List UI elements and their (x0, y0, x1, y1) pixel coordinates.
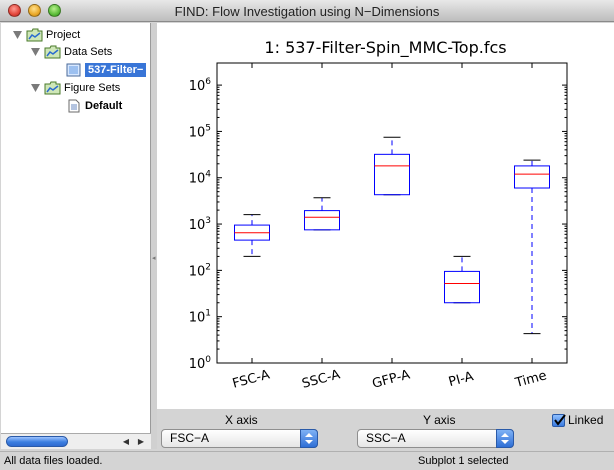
tree-horizontal-scrollbar[interactable]: ◀ ▶ (1, 433, 151, 449)
splitter-grip-icon[interactable]: ◂ (152, 255, 156, 262)
tree-label-data-file: 537-Filter− (85, 63, 147, 77)
tree-label-project: Project (46, 29, 81, 41)
tree-item-project[interactable]: Project (13, 27, 80, 43)
tree-label-figure-sets: Figure Sets (64, 82, 121, 94)
status-bar: All data files loaded. Subplot 1 selecte… (0, 451, 614, 470)
figure-sets-folder-icon (44, 81, 61, 95)
y-axis-select[interactable]: SSC−A (357, 429, 514, 448)
scrollbar-thumb[interactable] (6, 436, 68, 447)
tree-item-figure-sets[interactable]: Figure Sets (31, 80, 120, 96)
linked-checkbox-control[interactable]: Linked (552, 413, 603, 427)
y-axis-label: Y axis (423, 413, 456, 427)
data-file-icon (65, 63, 82, 77)
tree-item-default[interactable]: Default (65, 98, 122, 114)
project-folder-icon (26, 28, 43, 42)
y-tick-label: 104 (189, 170, 212, 187)
plot-frame (216, 62, 568, 364)
status-message: All data files loaded. (4, 455, 103, 467)
y-tick-label: 106 (189, 77, 212, 94)
y-axis-select-value: SSC−A (366, 431, 406, 445)
close-window-button[interactable] (8, 4, 21, 17)
tree-label-default: Default (85, 100, 123, 112)
x-axis-select-value: FSC−A (170, 431, 210, 445)
x-tick-label: SSC-A (300, 367, 342, 392)
y-tick-label: 100 (189, 355, 212, 372)
x-axis-label: X axis (225, 413, 258, 427)
project-tree[interactable]: Project Data Sets 537-Filter− Figure Set… (1, 23, 151, 433)
document-icon (65, 99, 82, 113)
x-tick-label: PI-A (447, 369, 475, 390)
window-titlebar: FIND: Flow Investigation using N−Dimensi… (0, 0, 614, 22)
tree-item-data-file[interactable]: 537-Filter− (65, 62, 147, 78)
select-arrows-icon (300, 429, 318, 448)
linked-label: Linked (568, 413, 604, 427)
box-ssc-a (304, 210, 340, 231)
tree-label-data-sets: Data Sets (64, 46, 113, 58)
subplot-status: Subplot 1 selected (418, 455, 509, 467)
x-tick-label: FSC-A (231, 367, 272, 391)
zoom-window-button[interactable] (48, 4, 61, 17)
x-tick-label: Time (513, 368, 549, 391)
y-tick-label: 103 (189, 216, 211, 233)
disclosure-triangle-icon[interactable] (31, 84, 40, 92)
plot-panel[interactable]: 1: 537-Filter-Spin_MMC-Top.fcs 100 101 102… (157, 23, 614, 409)
data-sets-folder-icon (44, 45, 61, 59)
x-tick-label: GFP-A (371, 367, 412, 391)
disclosure-triangle-icon[interactable] (31, 48, 40, 56)
scroll-right-arrow-icon[interactable]: ▶ (137, 437, 145, 446)
linked-checkbox[interactable] (552, 413, 566, 427)
pane-splitter[interactable]: ◂ (151, 23, 157, 449)
tree-item-data-sets[interactable]: Data Sets (31, 44, 112, 60)
minimize-window-button[interactable] (28, 4, 41, 17)
x-axis-select[interactable]: FSC−A (161, 429, 318, 448)
y-tick-label: 102 (189, 262, 211, 279)
window-title: FIND: Flow Investigation using N−Dimensi… (174, 4, 440, 19)
select-arrows-icon (496, 429, 514, 448)
box-time (514, 165, 550, 189)
disclosure-triangle-icon[interactable] (13, 31, 22, 39)
boxplot-chart[interactable]: 100 101 102 103 104 105 106 FSC-A SSC-A GFP-A PI-A… (157, 23, 614, 409)
box-pi-a (444, 270, 480, 304)
box-gfp-a (374, 153, 410, 196)
y-tick-label: 101 (189, 309, 211, 326)
y-tick-label: 105 (189, 123, 211, 140)
chart-title: 1: 537-Filter-Spin_MMC-Top.fcs (264, 38, 507, 57)
scroll-left-arrow-icon[interactable]: ◀ (122, 437, 130, 446)
